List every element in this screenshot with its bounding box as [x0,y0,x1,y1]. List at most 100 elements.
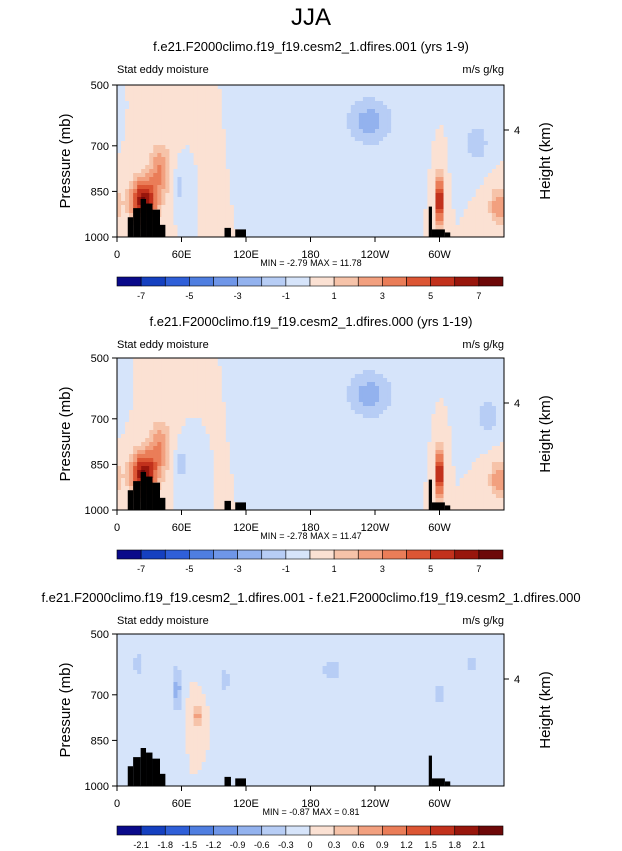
field-cell [137,470,142,475]
field-cell [258,189,263,194]
field-cell [205,105,211,110]
field-cell [145,414,150,419]
field-cell [250,109,255,114]
field-cell [379,233,384,238]
field-cell [141,418,146,423]
field-cell [181,466,186,471]
field-cell [117,362,122,367]
field-cell [411,221,416,226]
field-cell [246,89,251,94]
field-cell [193,506,199,511]
field-cell [366,105,372,110]
field-cell [455,201,461,206]
field-cell [399,109,404,114]
field-cell [241,362,247,367]
field-cell [314,225,319,230]
field-cell [427,169,432,174]
field-cell [302,85,307,90]
field-cell [189,406,194,411]
field-cell [346,85,352,90]
field-cell [366,201,372,206]
field-cell [403,209,408,214]
field-cell [334,129,340,134]
field-cell [121,161,126,166]
field-cell [298,161,303,166]
field-cell [189,454,194,459]
field-cell [197,466,203,471]
field-cell [403,149,408,154]
field-cell [221,161,227,166]
field-cell [137,446,142,451]
field-cell [173,197,178,202]
field-cell [443,101,448,106]
field-cell [463,137,469,142]
field-cell [318,149,323,154]
field-cell [169,141,174,146]
field-cell [161,93,166,98]
field-cell [246,470,251,475]
field-cell [197,370,203,375]
field-cell [383,165,388,170]
field-cell [370,105,376,110]
field-cell [431,209,436,214]
field-cell [250,117,255,122]
field-cell [121,506,126,511]
field-cell [237,193,243,198]
field-cell [366,205,372,210]
field-cell [366,173,372,178]
field-cell [129,105,134,110]
field-cell [350,225,356,230]
field-cell [221,145,227,150]
field-cell [169,370,174,375]
field-cell [133,141,138,146]
field-cell [185,486,190,491]
field-cell [375,225,380,230]
field-cell [254,161,259,166]
field-cell [399,205,404,210]
field-cell [262,109,267,114]
field-cell [459,157,465,162]
field-cell [431,201,436,206]
field-cell [221,85,227,90]
field-cell [161,486,166,491]
field-cell [479,93,485,98]
field-cell [354,217,360,222]
field-cell [169,434,174,439]
field-cell [387,149,392,154]
field-cell [383,133,388,138]
field-cell [266,153,271,158]
field-cell [189,185,194,190]
field-cell [229,217,235,222]
colorbar-swatch [116,276,142,287]
field-cell [205,426,211,431]
field-cell [125,105,130,110]
field-cell [314,213,319,218]
field-cell [141,386,146,391]
field-cell [342,85,348,90]
field-cell [221,434,227,439]
field-cell [350,153,356,158]
field-cell [479,113,485,118]
field-cell [221,125,227,130]
field-cell [362,209,368,214]
field-cell [471,145,477,150]
field-cell [318,201,323,206]
field-cell [153,93,158,98]
field-cell [177,414,182,419]
field-cell [366,129,372,134]
field-cell [117,458,122,463]
field-cell [254,209,259,214]
field-cell [129,462,134,467]
field-cell [495,173,501,178]
field-cell [205,474,211,479]
field-cell [233,446,239,451]
field-cell [270,213,275,218]
field-cell [270,97,275,102]
field-cell [395,137,400,142]
field-cell [137,374,142,379]
field-cell [189,105,194,110]
field-cell [129,89,134,94]
field-cell [290,137,295,142]
field-cell [318,197,323,202]
field-cell [189,506,194,511]
